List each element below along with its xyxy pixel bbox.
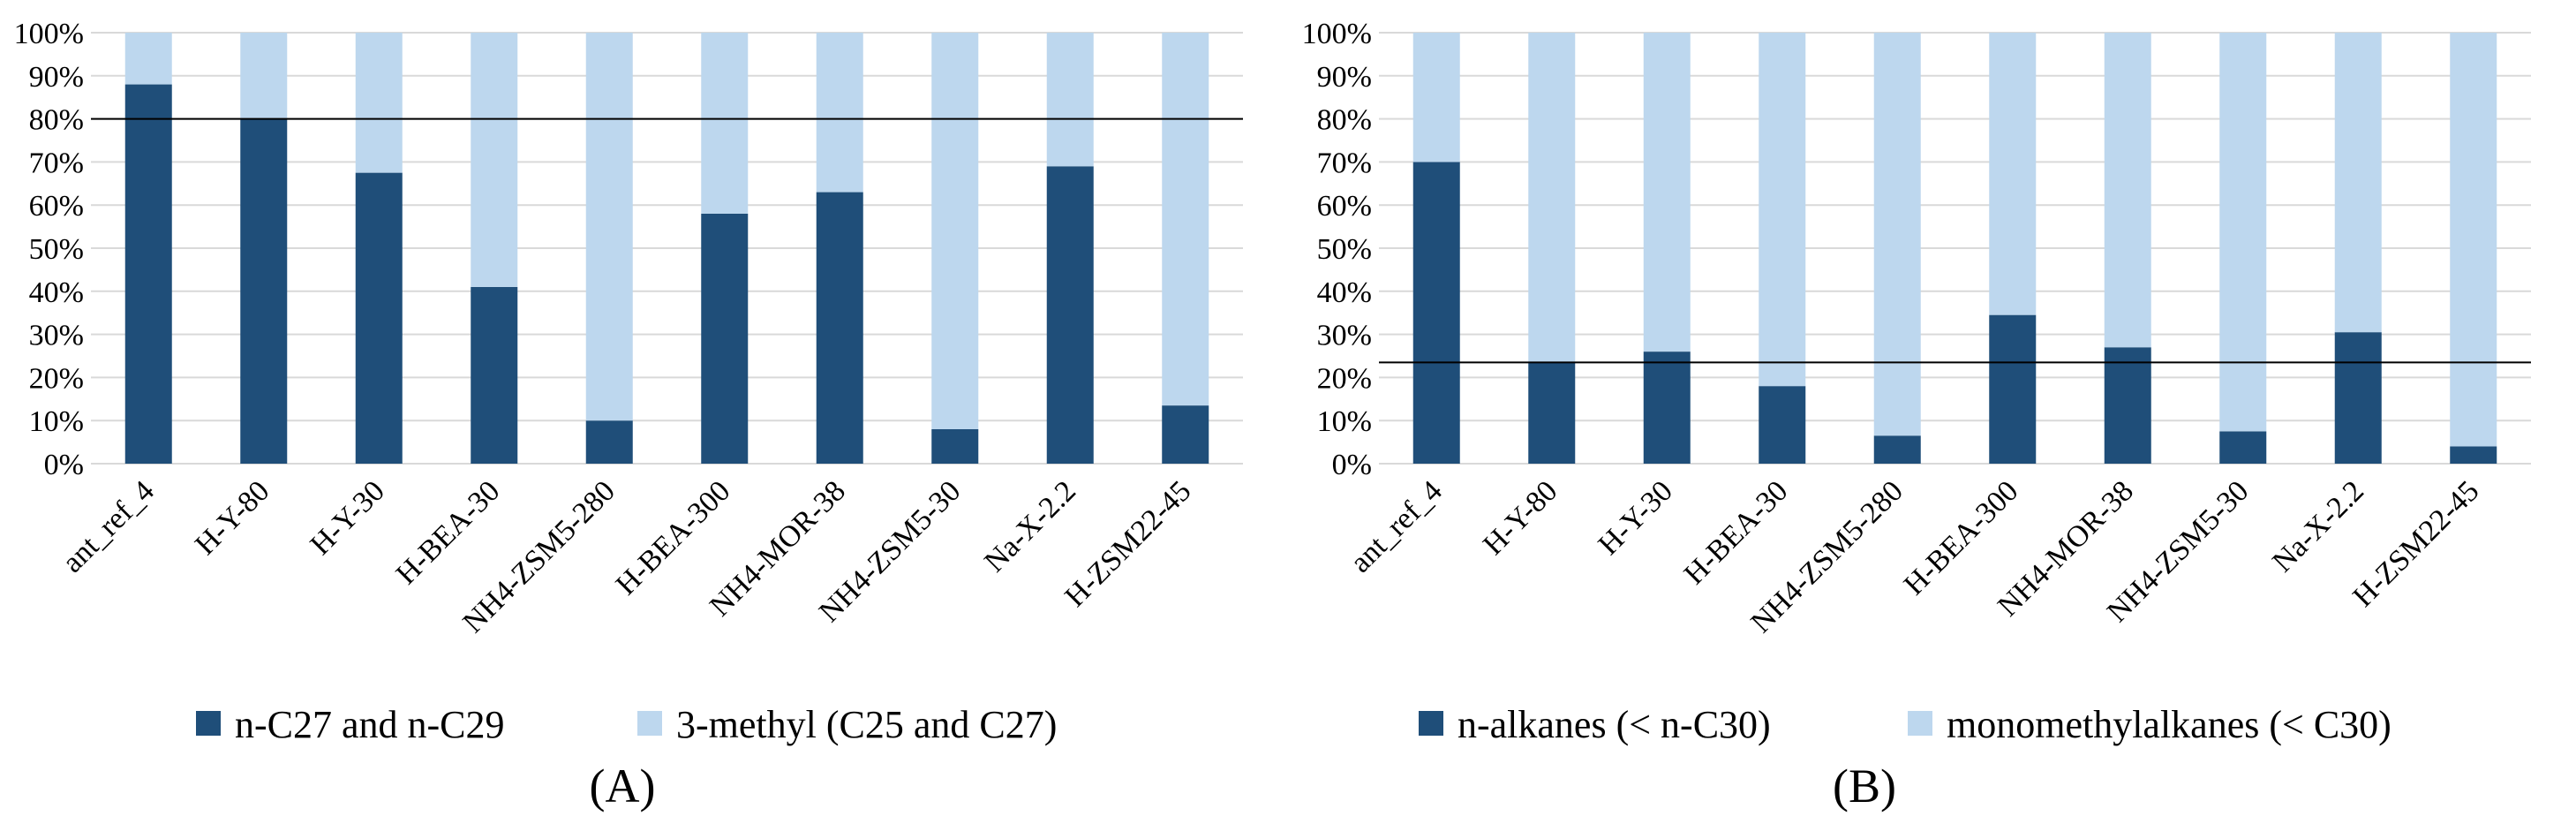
bar-segment-light — [1412, 33, 1460, 163]
x-category-label: H-BEA-30 — [390, 474, 507, 591]
bar-segment-light — [1643, 33, 1691, 352]
bar-segment-light — [1759, 33, 1806, 387]
y-tick-label: 0% — [1332, 449, 1372, 481]
y-tick-label: 50% — [29, 233, 84, 266]
x-category-label: H-Y-30 — [1593, 474, 1679, 561]
y-tick-label: 60% — [29, 190, 84, 223]
panel-label: (B) — [1833, 760, 1896, 813]
stacked-bar-chart-a: 0% 10% 20% 30% 40% 50% 60% 70% 80% 90% 100% ant_ref… — [14, 18, 1243, 813]
y-tick-label: 90% — [29, 61, 84, 94]
bar-segment-dark — [355, 172, 403, 464]
bar-segment-dark — [816, 192, 863, 464]
bar-segment-light — [1162, 33, 1209, 406]
bar-segment-dark — [1643, 351, 1691, 464]
y-tick-label: 80% — [1317, 104, 1372, 137]
bar-segment-dark — [240, 118, 288, 464]
bar-segment-light — [124, 33, 172, 85]
x-category-label: Na-X-2.2 — [2266, 474, 2370, 578]
legend-swatch — [637, 711, 662, 736]
bar-segment-light — [2104, 33, 2151, 348]
y-tick-label: 70% — [29, 147, 84, 179]
bar-segment-dark — [1759, 386, 1806, 464]
bar-segment-dark — [585, 420, 633, 464]
y-tick-label: 10% — [1317, 405, 1372, 438]
bar-segment-light — [585, 33, 633, 421]
y-tick-label: 80% — [29, 104, 84, 137]
bar-segment-dark — [1989, 314, 2037, 464]
y-tick-label: 100% — [14, 18, 84, 50]
bar-segment-light — [355, 33, 403, 173]
bar-segment-light — [2334, 33, 2382, 333]
x-category-label: ant_ref_4 — [56, 474, 161, 578]
y-tick-label: 50% — [1317, 233, 1372, 266]
y-tick-label: 30% — [1317, 320, 1372, 352]
x-category-label: Na-X-2.2 — [978, 474, 1082, 578]
bar-segment-dark — [1162, 405, 1209, 464]
y-tick-label: 20% — [29, 362, 84, 395]
y-tick-label: 20% — [1317, 362, 1372, 395]
legend-label: n-C27 and n-C29 — [235, 703, 505, 746]
y-tick-label: 90% — [1317, 61, 1372, 94]
bar-segment-dark — [124, 84, 172, 464]
y-tick-label: 40% — [1317, 276, 1372, 309]
y-tick-label: 10% — [29, 405, 84, 438]
bar-segment-light — [1528, 33, 1576, 363]
panel-label: (A) — [590, 760, 656, 813]
bar-segment-light — [1873, 33, 1921, 436]
bar-segment-dark — [471, 286, 518, 464]
y-tick-label: 60% — [1317, 190, 1372, 223]
bar-segment-light — [471, 33, 518, 287]
legend-swatch — [196, 711, 221, 736]
bar-segment-dark — [1528, 362, 1576, 464]
x-category-label: H-BEA-300 — [610, 474, 737, 601]
legend-label: n-alkanes (< n-C30) — [1457, 703, 1771, 746]
legend-swatch — [1908, 711, 1932, 736]
bar-segment-light — [2450, 33, 2497, 447]
y-tick-label: 30% — [29, 320, 84, 352]
bar-segment-light — [2219, 33, 2267, 432]
bar-segment-dark — [1873, 435, 1921, 464]
y-tick-label: 70% — [1317, 147, 1372, 179]
bar-segment-dark — [2219, 431, 2267, 464]
x-category-label: H-Y-80 — [1477, 474, 1563, 561]
legend-label: monomethylalkanes (< C30) — [1947, 703, 2391, 746]
bar-segment-light — [1046, 33, 1094, 167]
x-category-label: H-Y-80 — [189, 474, 275, 561]
chart-panel-b: 0% 10% 20% 30% 40% 50% 60% 70% 80% 90% 100% ant_ref… — [1288, 0, 2576, 839]
x-category-label: H-BEA-30 — [1678, 474, 1795, 591]
x-category-label: H-Y-30 — [305, 474, 391, 561]
legend-swatch — [1419, 711, 1443, 736]
bar-segment-light — [816, 33, 863, 193]
bar-segment-dark — [701, 213, 749, 464]
chart-panel-a: 0% 10% 20% 30% 40% 50% 60% 70% 80% 90% 100% ant_ref… — [14, 18, 1243, 813]
legend-label: 3-methyl (C25 and C27) — [676, 703, 1057, 746]
y-tick-label: 100% — [1302, 18, 1372, 50]
bar-segment-dark — [1412, 162, 1460, 464]
bar-segment-light — [931, 33, 979, 429]
stacked-bar-chart-b: 0% 10% 20% 30% 40% 50% 60% 70% 80% 90% 100% ant_ref… — [1302, 18, 2531, 813]
bar-segment-light — [1989, 33, 2037, 315]
bar-segment-dark — [2450, 446, 2497, 464]
bar-segment-dark — [931, 428, 979, 464]
y-tick-label: 40% — [29, 276, 84, 309]
bar-segment-dark — [2334, 332, 2382, 464]
bar-segment-light — [240, 33, 288, 119]
x-category-label: H-BEA-300 — [1898, 474, 2025, 601]
bar-segment-light — [701, 33, 749, 214]
y-tick-label: 0% — [44, 449, 84, 481]
x-category-label: ant_ref_4 — [1344, 474, 1449, 578]
bar-segment-dark — [2104, 347, 2151, 464]
bar-segment-dark — [1046, 166, 1094, 464]
